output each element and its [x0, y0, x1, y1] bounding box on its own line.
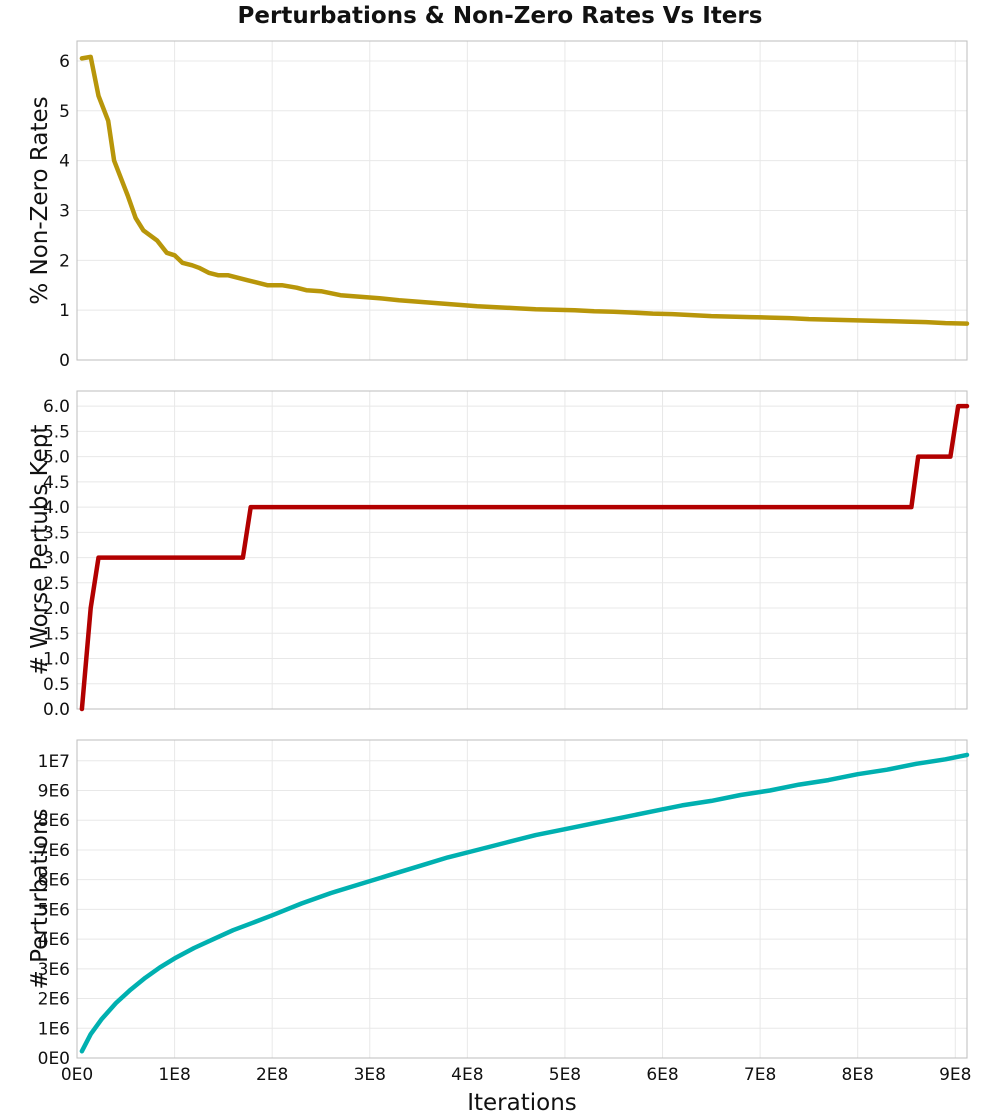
- chart-title: Perturbations & Non-Zero Rates Vs Iters: [238, 3, 763, 29]
- chart-panels: 0 1 2 3 4 5 6 % Non-Zero Rates 0.0 0.5 1.0 1.5 2.0 2.…: [27, 40, 971, 1116]
- y-tick-label: 0.5: [43, 675, 70, 695]
- y-tick-label: 6.0: [43, 397, 70, 417]
- chart-panel-3: 0E0 1E6 2E6 3E6 4E6 5E6 6E6 7E6 8E6 9E6 1E7 0E0 1E8 2…: [27, 739, 971, 1116]
- x-tick-label: 6E8: [646, 1065, 678, 1085]
- y-tick-label: 7E6: [38, 841, 70, 861]
- y-tick-label: 4.0: [43, 498, 70, 518]
- y-tick-label: 6: [59, 52, 70, 72]
- y-tick-label: 4.5: [43, 473, 70, 493]
- series-line: [79, 752, 970, 1054]
- y-tick-label: 1E6: [38, 1019, 70, 1039]
- y-tick-label: 5.0: [43, 448, 70, 468]
- plot-frame: [76, 739, 968, 1059]
- y-axis-label: # Perturbations: [27, 808, 53, 989]
- plot-frame: [76, 390, 968, 710]
- y-tick-label: 6E6: [38, 871, 70, 891]
- x-tick-label: 8E8: [842, 1065, 874, 1085]
- y-tick-label: 4: [59, 152, 70, 172]
- y-tick-label: 0.0: [43, 700, 70, 720]
- x-tick-label: 4E8: [451, 1065, 483, 1085]
- x-tick-label: 7E8: [744, 1065, 776, 1085]
- y-tick-label: 2: [59, 251, 70, 271]
- x-tick-label: 0E0: [61, 1065, 93, 1085]
- y-tick-label: 8E6: [38, 811, 70, 831]
- x-tick-label: 3E8: [354, 1065, 386, 1085]
- y-tick-label: 1E7: [38, 752, 70, 772]
- x-tick-label: 1E8: [158, 1065, 190, 1085]
- y-tick-label: 2E6: [38, 990, 70, 1010]
- chart-panel-1: 0 1 2 3 4 5 6 % Non-Zero Rates: [27, 40, 970, 371]
- y-tick-label: 3E6: [38, 960, 70, 980]
- y-tick-label: 2.0: [43, 599, 70, 619]
- y-axis-label: % Non-Zero Rates: [27, 96, 53, 304]
- y-tick-label: 1.5: [43, 624, 70, 644]
- y-tick-label: 5E6: [38, 900, 70, 920]
- x-tick-label: 2E8: [256, 1065, 288, 1085]
- y-tick-label: 3.5: [43, 523, 70, 543]
- y-tick-label: 1: [59, 301, 70, 321]
- x-axis-label: Iterations: [467, 1090, 577, 1116]
- y-tick-label: 4E6: [38, 930, 70, 950]
- y-tick-label: 5.5: [43, 422, 70, 442]
- y-tick-label: 5: [59, 102, 70, 122]
- y-tick-label: 0: [59, 351, 70, 371]
- y-axis-label: # Worse Pertubs Kept: [27, 425, 53, 676]
- x-tick-label: 9E8: [939, 1065, 971, 1085]
- y-tick-label: 9E6: [38, 782, 70, 802]
- y-tick-label: 2.5: [43, 574, 70, 594]
- y-tick-label: 3.0: [43, 549, 70, 569]
- chart-panel-2: 0.0 0.5 1.0 1.5 2.0 2.5 3.0 3.5 4.0 4.5 5.0 5.5 6.0 #…: [27, 390, 970, 720]
- y-tick-label: 3: [59, 201, 70, 221]
- y-tick-label: 0E0: [38, 1049, 70, 1069]
- plot-frame: [76, 40, 968, 361]
- x-tick-label: 5E8: [549, 1065, 581, 1085]
- series-line: [79, 54, 970, 326]
- series-line: [79, 403, 970, 712]
- y-tick-label: 1.0: [43, 650, 70, 670]
